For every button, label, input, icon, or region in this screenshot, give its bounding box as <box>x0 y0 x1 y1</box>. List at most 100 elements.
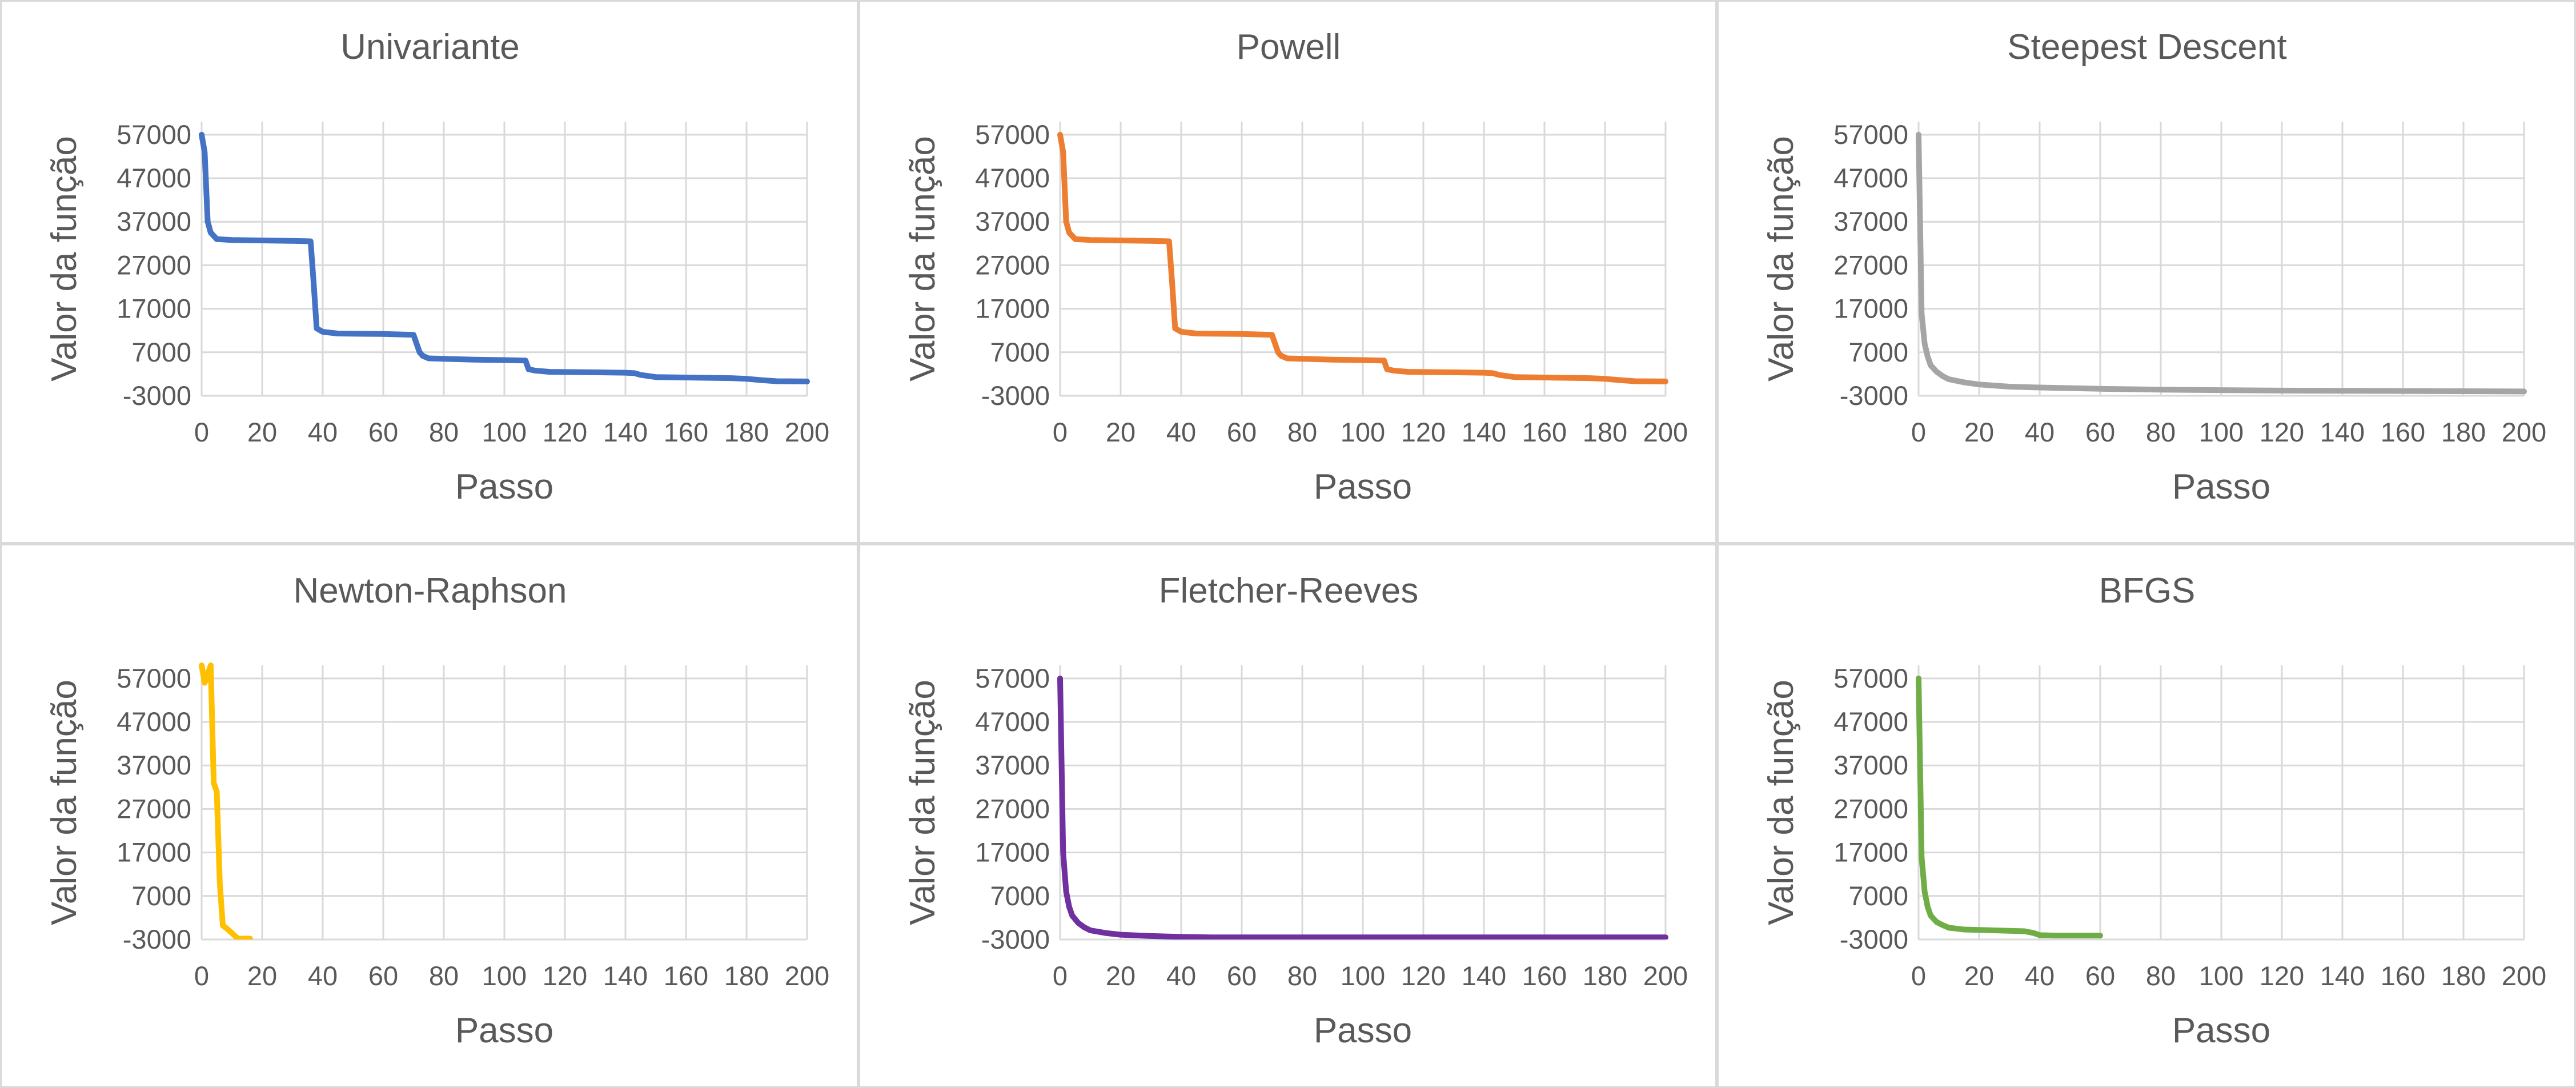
y-tick-label: -3000 <box>1840 924 1908 954</box>
x-axis-label: Passo <box>455 1011 553 1050</box>
x-axis-label: Passo <box>1314 1011 1412 1050</box>
x-tick-label: 120 <box>1401 417 1446 447</box>
y-tick-label: 7000 <box>990 881 1050 911</box>
x-tick-label: 140 <box>1462 961 1506 991</box>
x-tick-label: 160 <box>2381 961 2425 991</box>
x-tick-label: 80 <box>429 417 459 447</box>
chart-title: Powell <box>1237 27 1341 67</box>
y-axis-label: Valor da função <box>45 680 84 925</box>
x-tick-label: 160 <box>2381 417 2425 447</box>
x-tick-label: 100 <box>482 417 527 447</box>
x-tick-label: 160 <box>664 417 708 447</box>
y-tick-label: -3000 <box>123 380 191 411</box>
x-tick-label: 80 <box>2146 417 2176 447</box>
chart-panel-bfgs: BFGS 0 20 40 60 80 100 120 140 160 180 200 -3000 7000… <box>1717 544 2576 1088</box>
y-tick-label: 47000 <box>975 706 1050 737</box>
x-axis-label: Passo <box>2172 467 2270 507</box>
x-tick-label: 160 <box>1522 417 1567 447</box>
y-tick-label: 17000 <box>1833 837 1908 868</box>
x-tick-label: 160 <box>664 961 708 991</box>
y-tick-label: 47000 <box>1833 706 1908 737</box>
chart-title: Fletcher-Reeves <box>1159 571 1419 611</box>
x-tick-label: 40 <box>2025 961 2055 991</box>
y-tick-label: 57000 <box>1833 663 1908 693</box>
chart-panel-univariante: Univariante 0 20 40 60 80 100 120 140 160 180 200 -3… <box>0 0 858 544</box>
y-tick-label: -3000 <box>981 380 1050 411</box>
y-axis-label: Valor da função <box>903 136 942 382</box>
series-line <box>1916 675 2103 939</box>
x-tick-label: 60 <box>2085 417 2115 447</box>
y-axis-label: Valor da função <box>1762 136 1801 382</box>
x-tick-label: 200 <box>1643 417 1688 447</box>
y-tick-label: -3000 <box>981 924 1050 954</box>
x-tick-label: 140 <box>2320 961 2365 991</box>
x-tick-label: 180 <box>1583 417 1627 447</box>
x-axis-label: Passo <box>1314 467 1412 507</box>
y-tick-label: 57000 <box>975 119 1050 150</box>
x-tick-label: 120 <box>2260 961 2304 991</box>
y-tick-label: 27000 <box>117 250 191 280</box>
y-tick-label: 7000 <box>990 337 1050 367</box>
x-tick-label: 20 <box>247 961 277 991</box>
y-tick-label: 27000 <box>117 793 191 824</box>
series-line <box>1916 131 2527 395</box>
y-tick-label: 7000 <box>131 881 191 911</box>
y-tick-label: 37000 <box>117 206 191 236</box>
x-tick-label: 100 <box>1341 961 1385 991</box>
series-line <box>1057 131 1668 384</box>
x-tick-label: 100 <box>1341 417 1385 447</box>
x-tick-label: 80 <box>2146 961 2176 991</box>
x-tick-label: 120 <box>543 417 587 447</box>
x-axis-label: Passo <box>455 467 553 507</box>
x-tick-label: 0 <box>1911 417 1926 447</box>
x-tick-label: 140 <box>603 417 648 447</box>
x-tick-label: 40 <box>1166 417 1196 447</box>
x-tick-label: 0 <box>1911 961 1926 991</box>
x-tick-label: 40 <box>308 417 338 447</box>
chart-svg: Univariante 0 20 40 60 80 100 120 140 160 180 200 -3… <box>45 27 829 507</box>
x-tick-label: 180 <box>724 417 769 447</box>
x-tick-label: 20 <box>1964 417 1994 447</box>
x-tick-label: 60 <box>1227 417 1257 447</box>
chart-svg: Newton-Raphson 0 20 40 60 80 100 120 140 160 180 20… <box>45 571 829 1050</box>
x-tick-label: 180 <box>2441 417 2486 447</box>
y-tick-label: 27000 <box>1833 250 1908 280</box>
chart-title: Steepest Descent <box>2007 27 2286 67</box>
y-tick-label: 57000 <box>117 663 191 693</box>
x-tick-label: 60 <box>368 961 398 991</box>
x-tick-label: 40 <box>1166 961 1196 991</box>
y-tick-label: 37000 <box>975 750 1050 780</box>
series-line <box>199 131 810 384</box>
chart-title: Newton-Raphson <box>293 571 567 611</box>
x-tick-label: 60 <box>1227 961 1257 991</box>
chart-panel-powell: Powell 0 20 40 60 80 100 120 140 160 180 200 -3000 70… <box>858 0 1717 544</box>
x-tick-label: 160 <box>1522 961 1567 991</box>
x-tick-label: 200 <box>785 961 829 991</box>
x-tick-label: 100 <box>2199 961 2244 991</box>
y-tick-label: 27000 <box>975 793 1050 824</box>
x-tick-label: 80 <box>1287 961 1317 991</box>
chart-panel-fletcher-reeves: Fletcher-Reeves 0 20 40 60 80 100 120 140 160 180 2… <box>858 544 1717 1088</box>
series-line <box>1057 675 1668 940</box>
y-tick-label: 47000 <box>975 163 1050 193</box>
series-line <box>199 663 253 940</box>
chart-svg: Fletcher-Reeves 0 20 40 60 80 100 120 140 160 180 2… <box>903 571 1688 1050</box>
y-tick-label: 7000 <box>1848 881 1908 911</box>
y-tick-label: 37000 <box>1833 750 1908 780</box>
y-tick-label: 17000 <box>1833 294 1908 324</box>
x-axis-label: Passo <box>2172 1011 2270 1050</box>
chart-panel-steepest-descent: Steepest Descent 0 20 40 60 80 100 120 140 160 180… <box>1717 0 2576 544</box>
y-tick-label: 7000 <box>131 337 191 367</box>
y-tick-label: 47000 <box>117 163 191 193</box>
x-tick-label: 120 <box>2260 417 2304 447</box>
x-tick-label: 100 <box>482 961 527 991</box>
y-tick-label: -3000 <box>123 924 191 954</box>
y-tick-label: 57000 <box>975 663 1050 693</box>
y-tick-label: 17000 <box>117 837 191 868</box>
x-tick-label: 200 <box>2502 961 2546 991</box>
chart-title: Univariante <box>340 27 520 67</box>
chart-svg: Steepest Descent 0 20 40 60 80 100 120 140 160 180… <box>1762 27 2546 507</box>
y-tick-label: 27000 <box>1833 793 1908 824</box>
y-tick-label: 17000 <box>975 294 1050 324</box>
x-tick-label: 20 <box>247 417 277 447</box>
